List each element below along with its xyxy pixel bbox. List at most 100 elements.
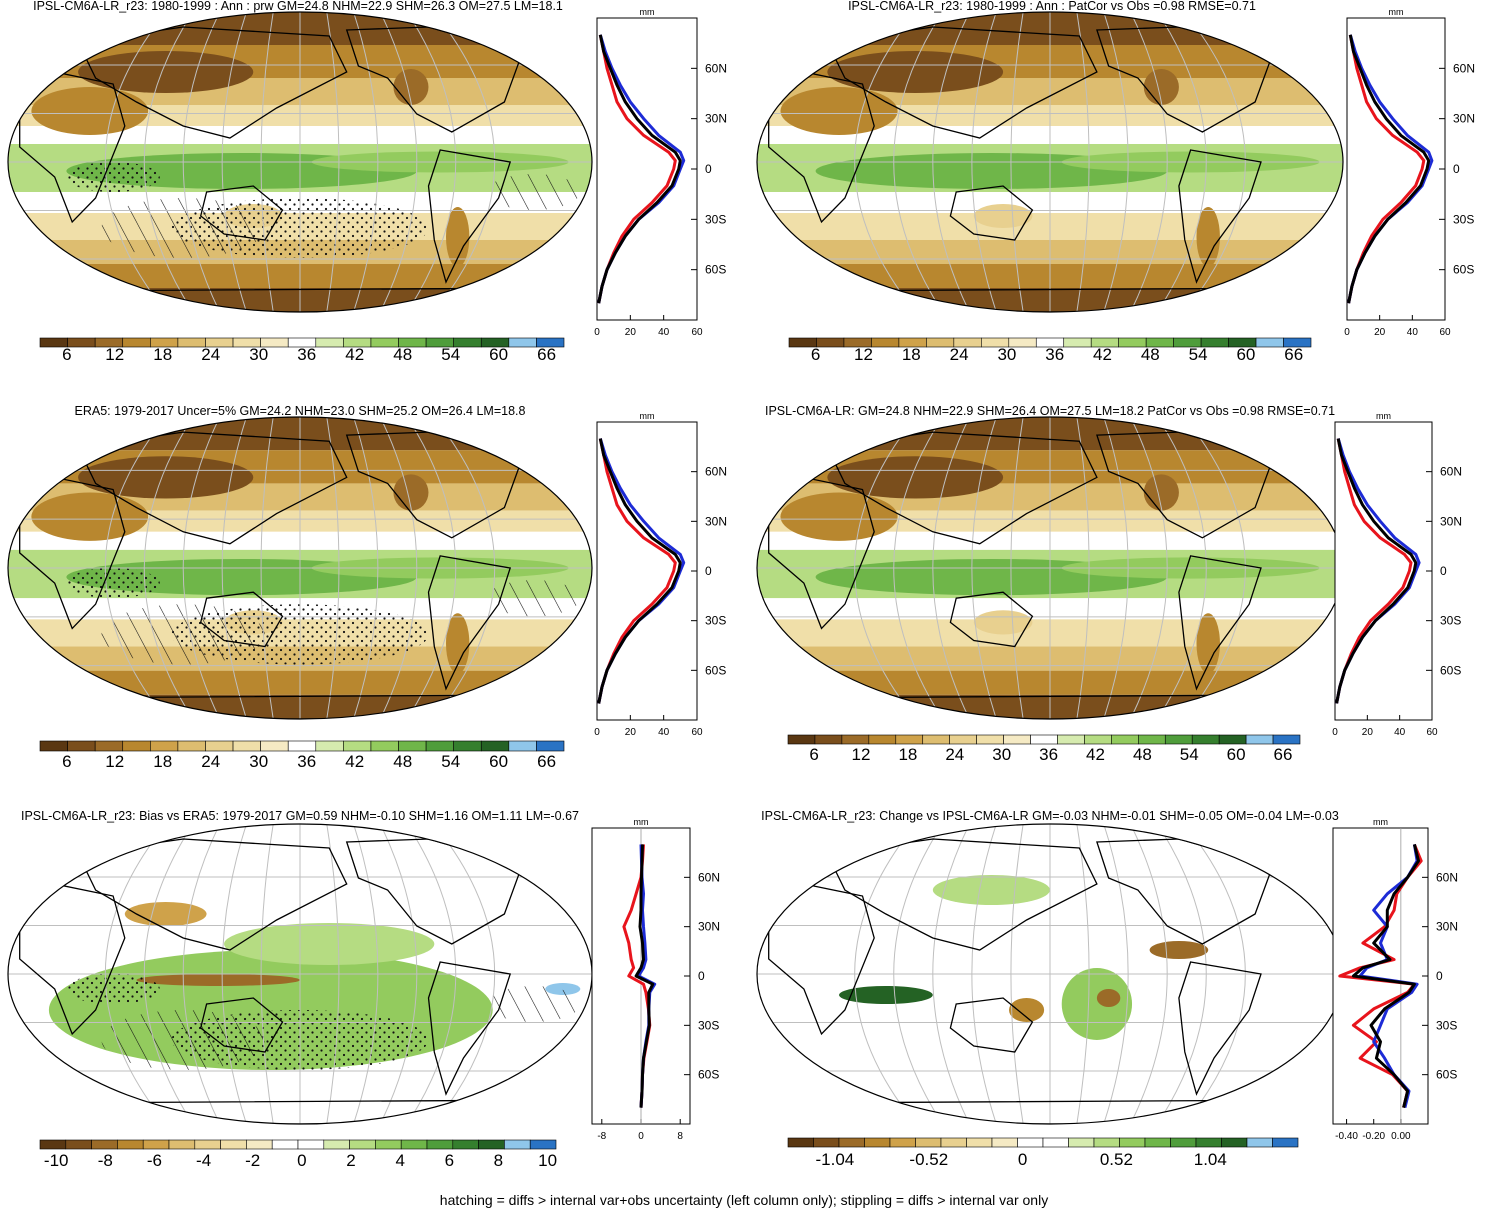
p6-pacific-neg-2 [1096,989,1121,1007]
p4-australia [949,591,1034,648]
p3-colorbar-tick-7: 48 [393,752,412,771]
p3-zonal-frame [596,421,698,721]
p1-colorbar-tick-6: 42 [345,345,364,364]
p3-colorbar-swatch-13 [398,740,427,752]
p6-zonal-x-tick-1: -0.20 [1362,1131,1385,1142]
p1-zonal-lat-tick-2: 0 [705,162,712,176]
p5-colorbar-tick-10: 10 [538,1151,557,1170]
p1-colorbar-swatch-1 [67,337,96,348]
p6-zonal-lat-tick-4: 60S [1436,1068,1457,1082]
p6-colorbar-swatch-0 [787,1137,814,1148]
p2-africa [768,71,875,224]
p1-hatching-2 [486,174,581,210]
p6-north-pos [932,875,1050,905]
p2-map: IPSL-CM6A-LR_r23: 1980-1999 : Ann : PatC… [756,0,1475,364]
p5-zonal-x-tick-1: 0 [638,1131,644,1142]
p2-colorbar-tick-5: 36 [1045,345,1064,364]
p6-zonal-plot: mm 60N 30N 0 30S 60S -0.40 -0.20 0.00 [1332,817,1458,1142]
p4-zonal-frame [1334,421,1433,721]
p6-colorbar-swatch-6 [940,1137,967,1148]
p1-colorbar-swatch-18 [536,337,565,348]
p3-colorbar-tick-3: 24 [201,752,220,771]
p6-colorbar-tick-4: 1.04 [1194,1150,1227,1169]
p6-colorbar-swatch-4 [889,1137,916,1148]
p3-zonal-x-tick-0: 0 [594,727,600,738]
p6-zonal-x-tick-2: 0.00 [1391,1131,1411,1142]
p6-graticule [757,824,1343,1124]
p5-colorbar: -10 -8 -6 -4 -2 0 2 4 6 8 10 [39,1139,557,1170]
p5-colorbar-tick-8: 6 [445,1151,454,1170]
p2-map-outline [756,11,1344,313]
p1-colorbar-tick-3: 24 [201,345,220,364]
p6-south-america [1178,961,1262,1096]
p3-colorbar: 6 12 18 24 30 36 42 48 54 60 66 [39,740,565,771]
p2-zonal-x-tick-2: 40 [1407,327,1419,338]
p4-colorbar-swatch-17 [1245,734,1274,745]
p6-pacific-pos [1061,968,1133,1040]
p4-colorbar-tick-10: 66 [1274,745,1293,764]
p6-colorbar-swatch-9 [1017,1137,1044,1148]
p4-zonal-lat-tick-1: 30N [1440,514,1462,528]
p4-colorbar-swatch-2 [841,734,870,745]
p3-zonal-lat-tick-3: 30S [705,614,726,628]
p3-colorbar-tick-4: 30 [249,752,268,771]
p5-colorbar-tick-1: -8 [98,1151,113,1170]
p1-colorbar-tick-4: 30 [249,345,268,364]
p5-eurasia [77,838,348,951]
p4-australia [973,610,1033,635]
p2-colorbar-tick-3: 24 [950,345,969,364]
p4-eurasia [826,431,1098,545]
p1-zonal-unit: mm [640,7,655,17]
p3-zonal-unit: mm [640,411,655,421]
p6-colorbar-tick-1: -0.52 [909,1150,948,1169]
p4-colorbar-tick-0: 6 [809,745,818,764]
p3-colorbar-tick-0: 6 [62,752,71,771]
p3-colorbar-tick-5: 36 [297,752,316,771]
p2-colorbar-tick-2: 18 [902,345,921,364]
p6-colorbar-swatch-10 [1042,1137,1069,1148]
p3-colorbar-swatch-10 [315,740,344,752]
p5-colorbar-tick-5: 0 [297,1151,306,1170]
p2-sahara [780,87,898,135]
p4-title: IPSL-CM6A-LR: GM=24.8 NHM=22.9 SHM=26.4 … [765,404,1335,418]
p3-stippling-2 [66,568,160,599]
p4-colorbar-tick-3: 24 [945,745,964,764]
p3-colorbar-swatch-0 [39,740,68,752]
p5-title: IPSL-CM6A-LR_r23: Bias vs ERA5: 1979-201… [21,809,579,823]
p5-zonal-x-tick-2: 8 [677,1131,683,1142]
p4-zonal-x-tick-1: 20 [1362,727,1374,738]
p3-colorbar-swatch-9 [287,740,317,752]
p1-zonal-lat-tick-1: 30N [705,112,727,126]
p2-colorbar-tick-9: 60 [1236,345,1255,364]
p2-title: IPSL-CM6A-LR_r23: 1980-1999 : Ann : PatC… [848,0,1256,13]
p4-zonal-x-tick-0: 0 [1332,727,1338,738]
p4-colorbar-tick-2: 18 [898,745,917,764]
p5-zonal-lat-tick-0: 60N [698,870,720,884]
p4-colorbar: 6 12 18 24 30 36 42 48 54 60 66 [787,734,1301,764]
p4-zonal-series-2 [1335,438,1418,704]
p6-pacific-neg [1008,998,1045,1022]
p4-colorbar-swatch-8 [1003,734,1031,745]
p5-africa [19,883,126,1036]
p6-zonal-lat-tick-0: 60N [1436,870,1458,884]
p3-colorbar-swatch-14 [425,740,454,752]
p5-zonal-lat-tick-2: 0 [698,969,705,983]
p4-colorbar-swatch-0 [787,734,816,745]
p3-zonal-lat-tick-2: 0 [705,564,712,578]
p3-map-outline [7,416,593,720]
p1-zonal-x-tick-3: 60 [691,327,703,338]
p3-zonal-x-tick-3: 60 [691,727,703,738]
p5-colorbar-tick-0: -10 [44,1151,69,1170]
p6-colorbar-swatch-15 [1170,1137,1197,1148]
p2-zonal-x-tick-0: 0 [1344,327,1350,338]
p5-colorbar-tick-6: 2 [346,1151,355,1170]
p5-india-bias [124,902,207,926]
p4-zonal-plot: mm 60N 30N 0 30S 60S 0 20 40 60 [1332,411,1462,738]
p6-australia [949,997,1034,1053]
p3-africa [19,476,126,630]
p2-colorbar-tick-6: 42 [1093,345,1112,364]
p5-colorbar-swatch-15 [426,1139,454,1150]
p2-zonal-unit: mm [1389,7,1404,17]
p3-colorbar-swatch-4 [150,740,179,752]
p6-colorbar-swatch-8 [991,1137,1018,1148]
